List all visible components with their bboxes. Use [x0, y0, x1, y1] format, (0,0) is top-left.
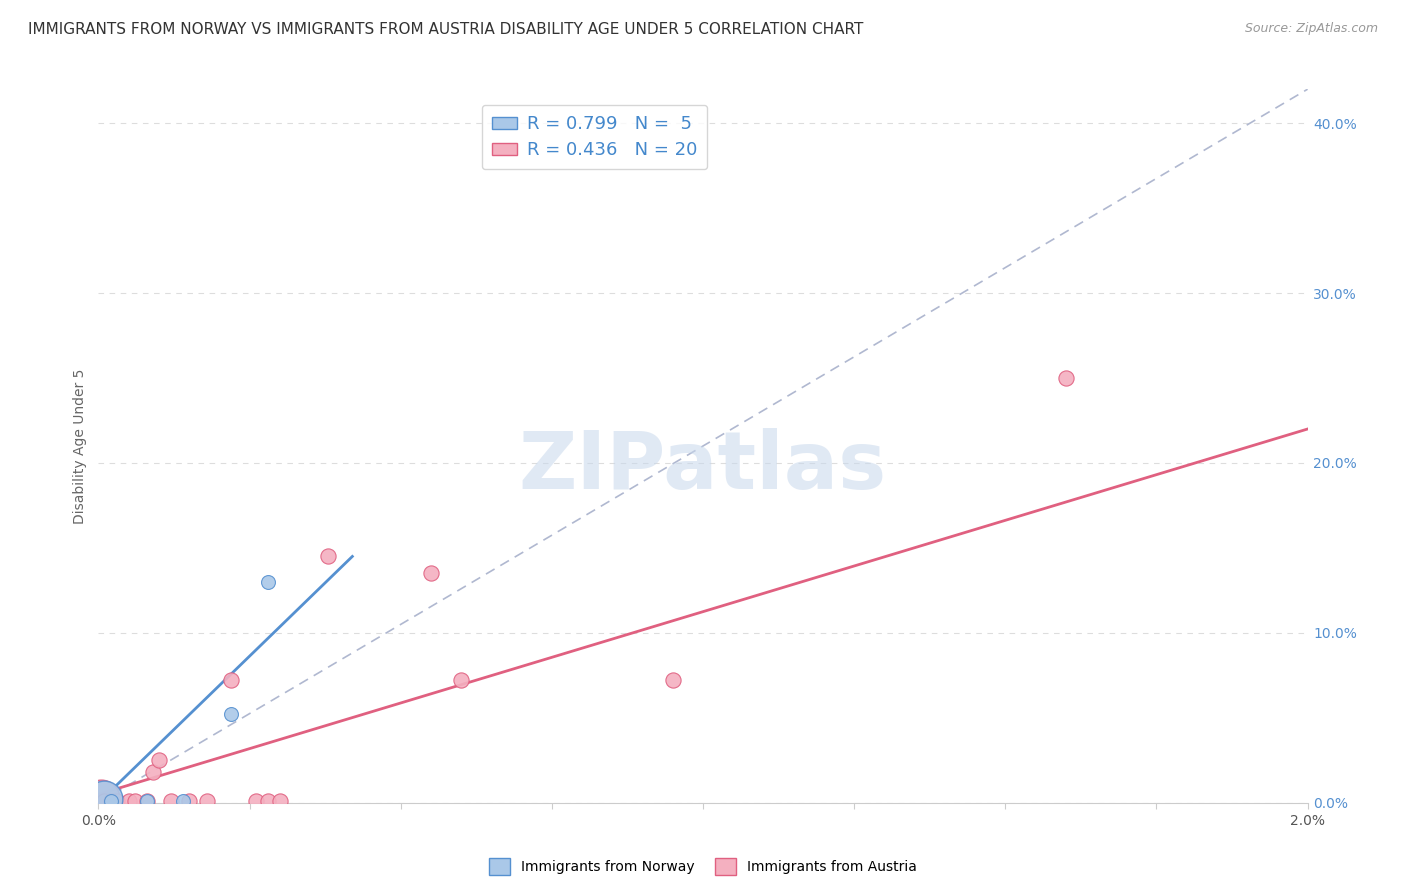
Point	[245, 794, 267, 808]
Point	[662, 673, 685, 688]
Point	[172, 794, 194, 808]
Point	[90, 790, 112, 805]
Point	[256, 574, 278, 589]
Y-axis label: Disability Age Under 5: Disability Age Under 5	[73, 368, 87, 524]
Text: IMMIGRANTS FROM NORWAY VS IMMIGRANTS FROM AUSTRIA DISABILITY AGE UNDER 5 CORRELA: IMMIGRANTS FROM NORWAY VS IMMIGRANTS FRO…	[28, 22, 863, 37]
Point	[316, 549, 339, 564]
Point	[148, 753, 170, 767]
Point	[256, 794, 278, 808]
Point	[179, 794, 201, 808]
Point	[118, 794, 141, 808]
Point	[105, 794, 128, 808]
Legend: Immigrants from Norway, Immigrants from Austria: Immigrants from Norway, Immigrants from …	[484, 853, 922, 880]
Point	[100, 794, 122, 808]
Legend: R = 0.799   N =  5, R = 0.436   N = 20: R = 0.799 N = 5, R = 0.436 N = 20	[482, 104, 707, 169]
Point	[160, 794, 183, 808]
Point	[93, 792, 115, 806]
Point	[135, 794, 157, 808]
Point	[450, 673, 472, 688]
Point	[221, 707, 243, 722]
Text: ZIPatlas: ZIPatlas	[519, 428, 887, 507]
Point	[93, 794, 115, 808]
Point	[420, 566, 443, 581]
Point	[221, 673, 243, 688]
Point	[135, 794, 157, 808]
Point	[269, 794, 291, 808]
Text: Source: ZipAtlas.com: Source: ZipAtlas.com	[1244, 22, 1378, 36]
Point	[142, 765, 165, 780]
Point	[124, 794, 146, 808]
Point	[100, 794, 122, 808]
Point	[1054, 371, 1077, 385]
Point	[195, 794, 218, 808]
